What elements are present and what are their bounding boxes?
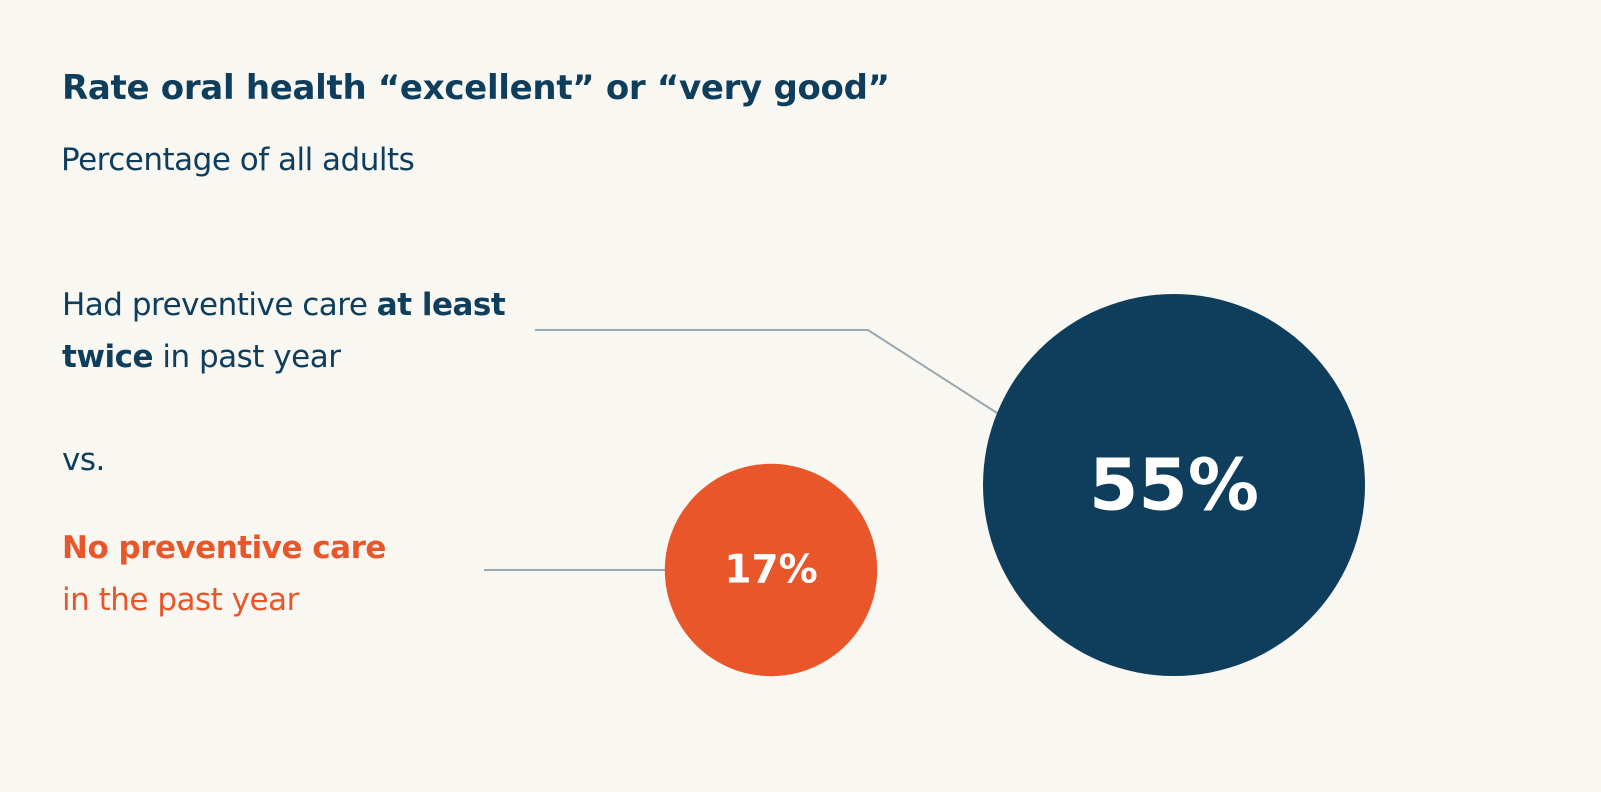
- chart-title: Rate oral health “excellent” or “very go…: [62, 68, 890, 108]
- label-emphasis: at least twice: [62, 287, 506, 375]
- label-preventive-twice: Had preventive care at least twice in pa…: [62, 279, 532, 383]
- leader-line-55: [535, 329, 998, 414]
- label-part: Had preventive care: [62, 287, 377, 323]
- value-label-17: 17%: [724, 548, 817, 593]
- vs-label: vs.: [62, 442, 105, 478]
- label-no-preventive: No preventive care in the past year: [62, 522, 482, 626]
- label-part: in past year: [152, 339, 341, 375]
- chart-subtitle: Percentage of all adults: [61, 142, 415, 178]
- value-label-55: 55%: [1089, 444, 1259, 527]
- label-part: in the past year: [62, 582, 299, 618]
- bubble-55: [983, 294, 1365, 676]
- label-emphasis: No preventive care: [62, 530, 386, 566]
- bubble-17: [664, 463, 878, 677]
